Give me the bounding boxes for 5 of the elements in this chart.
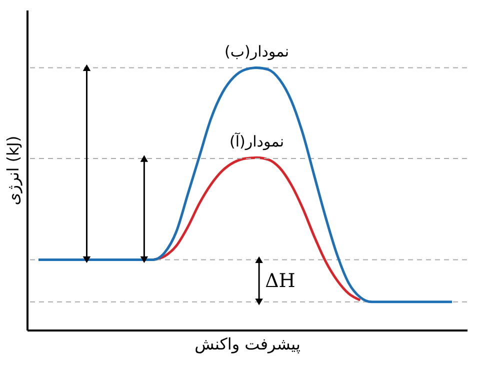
annotation: ΔH — [265, 270, 296, 292]
y-axis-title: انرژی (kJ) — [4, 136, 22, 206]
series-label: نمودار(آ) — [229, 132, 284, 151]
series-label: نمودار(ب) — [224, 42, 290, 61]
x-axis-title: پیشرفت واکنش — [194, 334, 300, 354]
